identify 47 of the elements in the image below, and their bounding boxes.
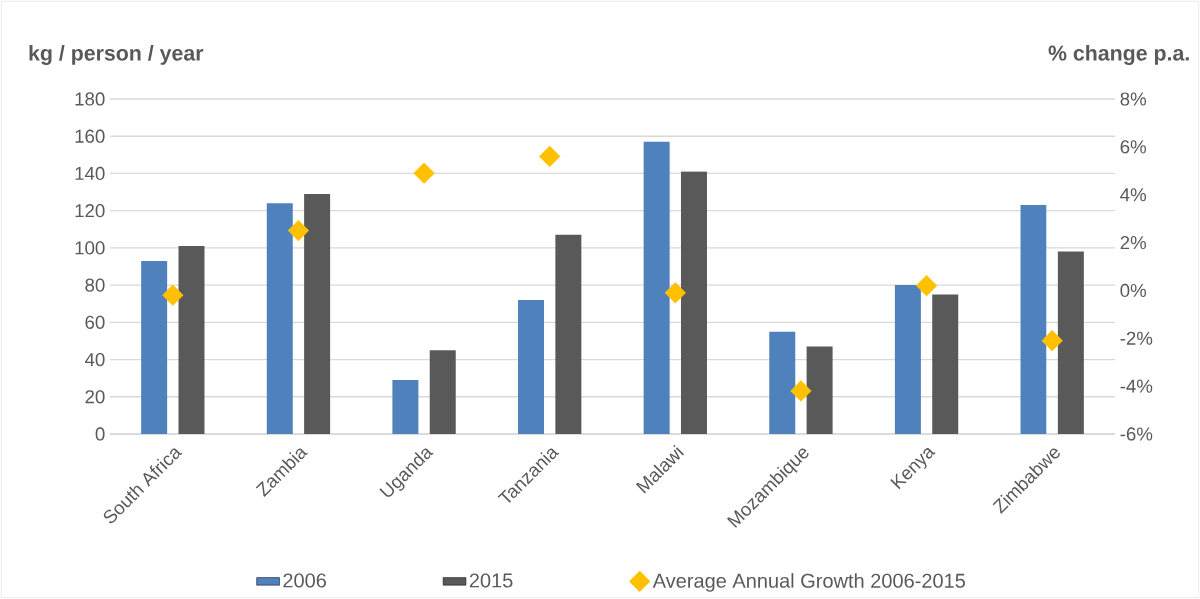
y2-tick-label: -4% <box>1120 379 1153 393</box>
y-tick-label: 20 <box>85 390 105 404</box>
y2-tick-label: 2% <box>1120 235 1147 250</box>
y-tick-label: 140 <box>75 166 105 181</box>
point <box>664 282 686 304</box>
y2-tick-label: 8% <box>1120 92 1147 106</box>
y-tick-label: 40 <box>84 352 105 367</box>
bar <box>932 294 959 434</box>
y-tick-label: 60 <box>85 315 105 329</box>
bar <box>178 246 205 434</box>
bar <box>141 260 168 434</box>
y-tick-label: 80 <box>85 278 105 292</box>
bar <box>643 141 670 434</box>
y2-tick-label: -6% <box>1120 427 1153 441</box>
bar <box>1057 251 1084 434</box>
bar <box>266 203 293 434</box>
y-tick-label: 180 <box>75 92 105 106</box>
point <box>790 380 812 402</box>
point <box>162 284 184 306</box>
bar <box>304 193 331 434</box>
bar <box>806 346 833 434</box>
y2-tick-label: 6% <box>1120 140 1147 154</box>
bar <box>429 350 456 434</box>
y-axis-title: kg / person / year <box>29 44 204 65</box>
y2-tick-label: 0% <box>1120 283 1147 298</box>
y2-tick-label: 4% <box>1120 188 1147 202</box>
point <box>1041 330 1063 352</box>
bar <box>680 171 707 434</box>
bar <box>518 299 545 434</box>
y2-tick-label: -2% <box>1120 331 1153 345</box>
legend-label: 2006 <box>283 573 326 588</box>
bar <box>769 331 796 434</box>
y-tick-label: 0 <box>95 427 105 441</box>
y-tick-label: 100 <box>75 241 105 255</box>
bar <box>1020 205 1047 434</box>
point <box>413 162 435 184</box>
point <box>539 145 561 168</box>
y-tick-label: 160 <box>75 129 105 143</box>
bar <box>392 380 419 434</box>
legend-label: Average Annual Growth 2006-2015 <box>652 573 966 592</box>
bar <box>894 285 921 434</box>
y-tick-label: 120 <box>75 204 105 218</box>
bar <box>555 234 582 434</box>
point <box>915 275 938 297</box>
point <box>287 219 310 242</box>
y2-axis-title: % change p.a. <box>1048 44 1189 65</box>
legend-label: 2015 <box>469 573 513 588</box>
